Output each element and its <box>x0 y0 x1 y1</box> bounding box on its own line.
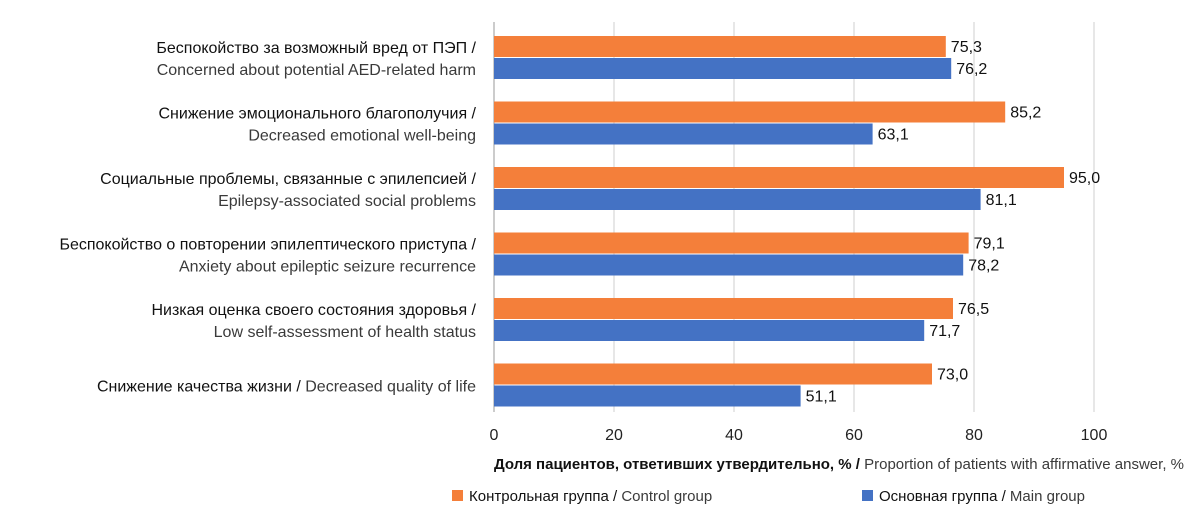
x-tick-label: 20 <box>605 427 623 444</box>
bar-value-label: 71,7 <box>929 323 960 340</box>
category-label-ru: Низкая оценка своего состояния здоровья … <box>151 302 476 319</box>
bar-value-label: 78,2 <box>968 258 999 275</box>
x-tick-label: 100 <box>1081 427 1108 444</box>
bar-value-label: 76,2 <box>956 61 987 78</box>
category-label-ru: Беспокойство о повторении эпилептическог… <box>59 237 476 254</box>
category-label-en: Low self-assessment of health status <box>214 324 476 341</box>
bar-value-label: 81,1 <box>986 192 1017 209</box>
bar-control <box>494 232 969 254</box>
bar-main <box>494 385 801 407</box>
bar-value-label: 76,5 <box>958 301 989 318</box>
bar-control <box>494 101 1006 123</box>
category-label-en: Epilepsy-associated social problems <box>218 193 476 210</box>
legend-label-ru: Контрольная группа / <box>469 488 621 505</box>
bar-value-label: 79,1 <box>974 236 1005 253</box>
x-axis-label-ru: Доля пациентов, ответивших утвердительно… <box>494 456 864 473</box>
category-label-en: Concerned about potential AED-related ha… <box>157 62 476 79</box>
category-label-ru: Снижение эмоционального благополучия / <box>158 106 476 123</box>
bar-value-label: 63,1 <box>878 127 909 144</box>
bar-value-label: 85,2 <box>1010 105 1041 122</box>
bar-main <box>494 123 873 145</box>
bar-main <box>494 58 952 79</box>
legend-swatch <box>862 490 873 501</box>
bar-value-label: 95,0 <box>1069 170 1100 187</box>
category-label-en: Decreased quality of life <box>305 379 476 396</box>
x-tick-label: 40 <box>725 427 743 444</box>
legend-label-en: Control group <box>621 488 712 505</box>
category-label-ru: Снижение качества жизни / <box>97 379 305 396</box>
category-label: Снижение качества жизни / Decreased qual… <box>97 379 476 396</box>
bar-main <box>494 189 981 210</box>
bar-control <box>494 363 932 385</box>
bar-value-label: 51,1 <box>806 389 837 406</box>
bar-main <box>494 320 925 341</box>
bar-value-label: 75,3 <box>951 39 982 56</box>
x-tick-label: 0 <box>490 427 499 444</box>
category-label-ru: Беспокойство за возможный вред от ПЭП / <box>156 40 476 57</box>
bar-control <box>494 167 1064 188</box>
bar-control <box>494 36 946 57</box>
category-label-en: Decreased emotional well-being <box>248 128 476 145</box>
x-axis-label: Доля пациентов, ответивших утвердительно… <box>494 456 1184 473</box>
legend-entry: Основная группа / Main group <box>879 488 1085 505</box>
x-axis-label-en: Proportion of patients with affirmative … <box>864 456 1184 473</box>
bar-main <box>494 254 964 276</box>
x-tick-label: 80 <box>965 427 983 444</box>
legend-swatch <box>452 490 463 501</box>
category-label-en: Anxiety about epileptic seizure recurren… <box>179 259 476 276</box>
legend-label-ru: Основная группа / <box>879 488 1010 505</box>
legend-label-en: Main group <box>1010 488 1085 505</box>
bar-control <box>494 298 953 319</box>
x-tick-label: 60 <box>845 427 863 444</box>
bar-value-label: 73,0 <box>937 367 968 384</box>
legend-entry: Контрольная группа / Control group <box>469 488 712 505</box>
category-label-ru: Социальные проблемы, связанные с эпилепс… <box>100 171 476 188</box>
